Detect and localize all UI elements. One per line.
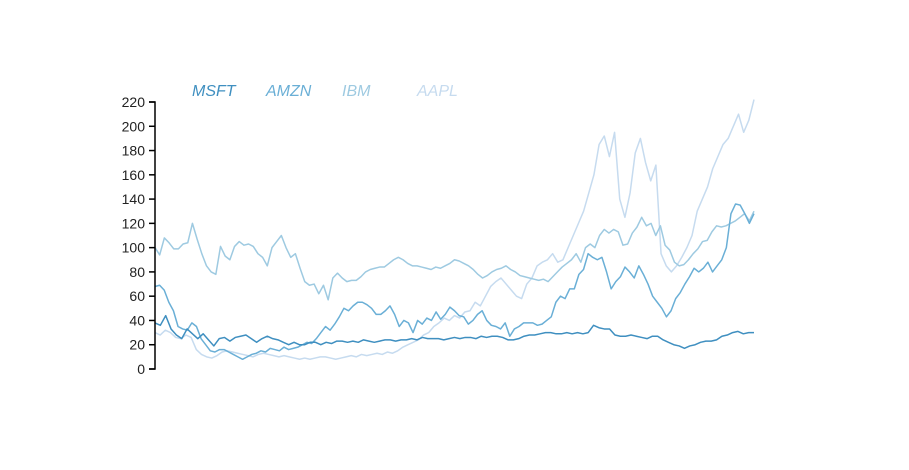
y-tick-label: 80 bbox=[129, 264, 145, 280]
y-tick-label: 120 bbox=[122, 215, 146, 231]
y-axis: 0 20 40 60 80 100 120 140 160 180 200 220 bbox=[122, 94, 156, 377]
legend-label-msft: MSFT bbox=[192, 83, 236, 100]
y-tick-label: 60 bbox=[129, 288, 145, 304]
y-tick-label: 180 bbox=[122, 143, 146, 159]
legend-label-amzn: AMZN bbox=[266, 83, 312, 100]
y-axis-line bbox=[149, 101, 156, 370]
y-tick-label: 140 bbox=[122, 191, 146, 207]
series-line-ibm bbox=[154, 210, 755, 301]
series-line-amzn bbox=[154, 203, 755, 361]
y-tick-label: 0 bbox=[137, 361, 145, 377]
series-line-msft bbox=[154, 314, 754, 350]
series-lines bbox=[154, 99, 755, 361]
y-tick-label: 100 bbox=[122, 240, 146, 256]
series-line-aapl bbox=[154, 99, 755, 361]
legend-label-ibm: IBM bbox=[342, 83, 371, 100]
y-tick-label: 220 bbox=[122, 94, 146, 110]
y-tick-label: 40 bbox=[129, 312, 145, 328]
y-tick-label: 160 bbox=[122, 167, 146, 183]
legend-label-aapl: AAPL bbox=[417, 83, 458, 100]
y-tick-label: 20 bbox=[129, 337, 145, 353]
y-tick-label: 200 bbox=[122, 118, 146, 134]
